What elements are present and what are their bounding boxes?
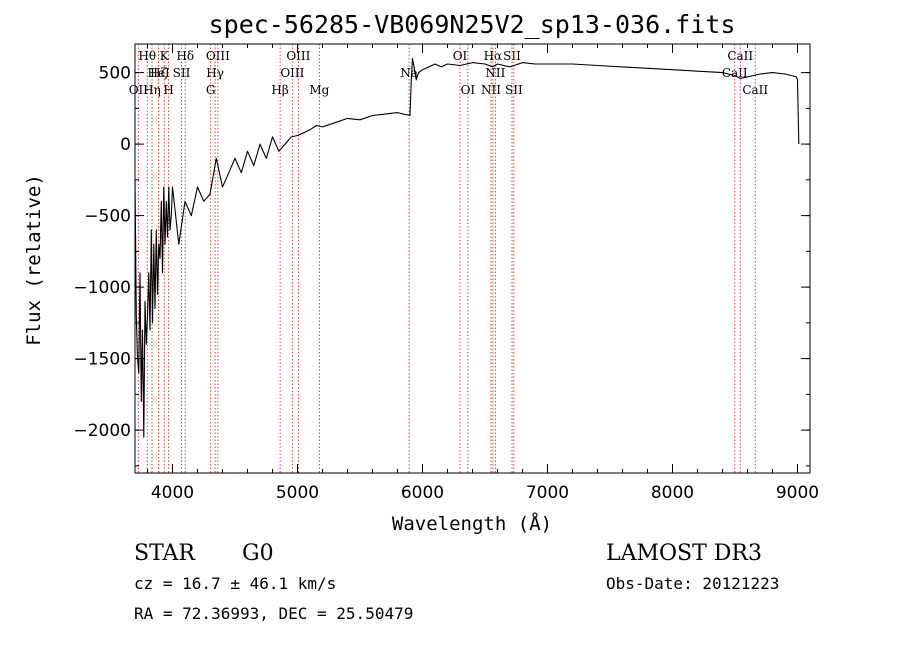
redshift-readout: cz = 16.7 ± 46.1 km/s <box>134 574 336 593</box>
chart-title: spec-56285-VB069N25V2_sp13-036.fits <box>209 10 736 39</box>
y-tick-label: −1000 <box>73 278 131 298</box>
spectral-line-label: Hγ <box>206 66 224 80</box>
coordinates: RA = 72.36993, DEC = 25.50479 <box>134 604 413 623</box>
spectral-line-label: OIII <box>206 49 230 63</box>
y-tick-label: 500 <box>99 64 131 84</box>
spectral-line-label: CaII <box>727 49 753 63</box>
x-tick-label: 7000 <box>526 483 569 503</box>
x-tick-label: 9000 <box>776 483 819 503</box>
spectral-line-label: OI <box>453 49 468 63</box>
x-tick-label: 4000 <box>151 483 194 503</box>
spectral-line-label: Na <box>400 66 418 80</box>
spectral-line-label: Hβ <box>271 83 288 97</box>
x-tick-label: 8000 <box>651 483 694 503</box>
spectral-line-label: OI <box>461 83 476 97</box>
x-tick-label: 6000 <box>401 483 444 503</box>
spectral-line-label: OIII <box>286 49 310 63</box>
spectral-line-label: Hδ <box>176 49 194 63</box>
spectral-line-label: HeI <box>147 66 170 80</box>
spectral-line-label: Hα <box>484 49 503 63</box>
object-class: STAR <box>134 541 196 566</box>
y-axis-label: Flux (relative) <box>23 174 45 346</box>
spectral-line-label: Hθ <box>138 49 156 63</box>
x-tick-label: 5000 <box>276 483 319 503</box>
spectral-line-label: G <box>206 83 216 97</box>
spectral-line-label: H <box>163 83 173 97</box>
x-axis-label: Wavelength (Å) <box>392 512 552 535</box>
spectral-line-label: NII <box>485 66 505 80</box>
survey-name: LAMOST DR3 <box>606 541 762 566</box>
plot-area: HθOIIHηHζHeIKHSIIHδGHγOIIIHβOIIIOIIIMgNa… <box>73 43 819 503</box>
spectral-line-label: SII <box>173 66 191 80</box>
flux-series-line <box>134 57 800 438</box>
spectral-line-label: K <box>160 49 170 63</box>
obs-date: Obs-Date: 20121223 <box>606 574 779 593</box>
y-tick-label: −500 <box>84 207 131 227</box>
plot-frame <box>134 43 811 474</box>
spectral-line-label: SII <box>505 83 523 97</box>
spectral-line-label: OII <box>129 83 149 97</box>
y-tick-label: −1500 <box>73 350 131 370</box>
spectral-line-label: SII <box>503 49 521 63</box>
spectral-line-label: CaII <box>742 83 768 97</box>
spectral-line-label: Mg <box>309 83 329 97</box>
y-tick-label: −2000 <box>73 421 131 441</box>
spectral-line-label: CaII <box>722 66 748 80</box>
spectral-line-label: NII <box>481 83 501 97</box>
y-tick-label: 0 <box>120 135 131 155</box>
object-subclass: G0 <box>242 541 274 566</box>
spectral-line-label: Hη <box>143 83 161 97</box>
spectral-line-label: OIII <box>280 66 304 80</box>
